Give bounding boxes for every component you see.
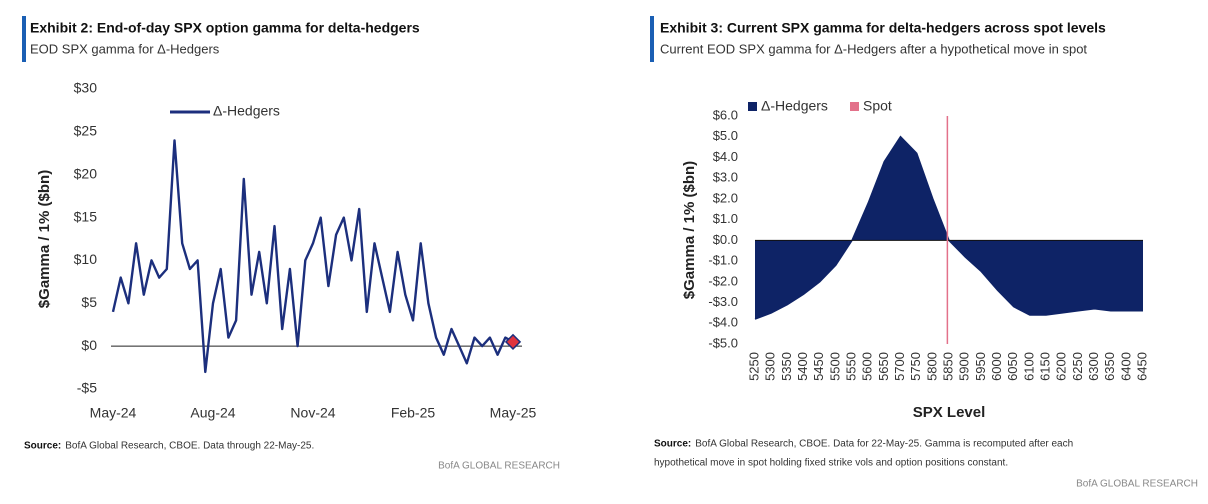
y-tick-label: $4.0 xyxy=(713,149,738,164)
legend-swatch xyxy=(850,102,859,111)
header-bar xyxy=(22,16,26,62)
x-tick-label: 6350 xyxy=(1102,352,1117,381)
x-tick-label: 6000 xyxy=(989,352,1004,381)
x-tick-label: 5500 xyxy=(827,352,842,381)
x-axis-title: SPX Level xyxy=(913,404,986,421)
brand: BofA GLOBAL RESEARCH xyxy=(1076,479,1198,490)
x-tick-label: 5850 xyxy=(940,352,955,381)
area-fill xyxy=(755,136,1143,320)
y-axis-title: $Gamma / 1% ($bn) xyxy=(681,161,698,299)
y-tick-label: $0.0 xyxy=(713,232,738,247)
y-tick-label: $20 xyxy=(74,165,98,181)
x-tick-label: 5800 xyxy=(924,352,939,381)
chart-title: Exhibit 3: Current SPX gamma for delta-h… xyxy=(660,20,1106,36)
y-tick-label: -$2.0 xyxy=(708,273,738,288)
legend-label: Δ-Hedgers xyxy=(213,103,280,119)
x-tick-label: 5950 xyxy=(973,352,988,381)
x-tick-label: 5300 xyxy=(763,352,778,381)
source-text: BofA Global Research, CBOE. Data for 22-… xyxy=(695,439,1073,450)
x-tick-label: 6200 xyxy=(1054,352,1069,381)
x-tick-label: 5700 xyxy=(892,352,907,381)
y-tick-label: $5 xyxy=(81,294,97,310)
y-tick-label: $2.0 xyxy=(713,190,738,205)
x-tick-label: 6250 xyxy=(1070,352,1085,381)
x-tick-label: 5400 xyxy=(795,352,810,381)
chart-subtitle: Current EOD SPX gamma for Δ-Hedgers afte… xyxy=(660,41,1087,56)
source-text: BofA Global Research, CBOE. Data through… xyxy=(65,441,314,452)
x-tick-label: 5900 xyxy=(957,352,972,381)
y-tick-label: $1.0 xyxy=(713,211,738,226)
chart-title: Exhibit 2: End-of-day SPX option gamma f… xyxy=(30,20,420,36)
legend-label: Spot xyxy=(863,98,892,114)
source-label: Source: xyxy=(24,441,61,452)
x-tick-label: 6100 xyxy=(1021,352,1036,381)
line-series xyxy=(111,139,514,374)
x-tick-label: 5450 xyxy=(811,352,826,381)
y-tick-label: $0 xyxy=(81,337,97,353)
source-label: Source: xyxy=(654,439,691,450)
x-tick-label: 5550 xyxy=(843,352,858,381)
x-tick-label: 6050 xyxy=(1005,352,1020,381)
x-tick-label: 5650 xyxy=(876,352,891,381)
last-point-marker xyxy=(504,333,522,350)
y-axis-title: $Gamma / 1% ($bn) xyxy=(36,170,53,308)
y-tick-label: $15 xyxy=(74,208,98,224)
x-tick-label: 5750 xyxy=(908,352,923,381)
x-tick-label: Nov-24 xyxy=(290,405,335,421)
x-tick-label: 5350 xyxy=(779,352,794,381)
legend-label: Δ-Hedgers xyxy=(761,98,828,114)
x-tick-label: May-24 xyxy=(90,405,137,421)
y-tick-label: $10 xyxy=(74,251,98,267)
y-tick-label: $5.0 xyxy=(713,128,738,143)
y-tick-label: $30 xyxy=(74,80,98,96)
x-tick-label: 6400 xyxy=(1118,352,1133,381)
x-tick-label: Feb-25 xyxy=(391,405,436,421)
y-tick-label: -$3.0 xyxy=(708,294,738,309)
header-bar xyxy=(650,16,654,62)
y-tick-label: -$5 xyxy=(77,380,97,396)
y-tick-label: -$5.0 xyxy=(708,335,738,350)
y-tick-label: $3.0 xyxy=(713,170,738,185)
x-tick-label: 6450 xyxy=(1134,352,1149,381)
y-tick-label: -$4.0 xyxy=(708,315,738,330)
source-text: hypothetical move in spot holding fixed … xyxy=(654,458,1008,469)
x-tick-label: 5250 xyxy=(746,352,761,381)
y-tick-label: -$1.0 xyxy=(708,253,738,268)
x-tick-label: 6150 xyxy=(1037,352,1052,381)
y-tick-label: $25 xyxy=(74,123,98,139)
x-tick-label: May-25 xyxy=(490,405,537,421)
legend-swatch xyxy=(748,102,757,111)
x-tick-label: 6300 xyxy=(1086,352,1101,381)
brand: BofA GLOBAL RESEARCH xyxy=(438,461,560,472)
x-tick-label: Aug-24 xyxy=(190,405,235,421)
y-tick-label: $6.0 xyxy=(713,107,738,122)
chart-subtitle: EOD SPX gamma for Δ-Hedgers xyxy=(30,41,220,56)
x-tick-label: 5600 xyxy=(860,352,875,381)
